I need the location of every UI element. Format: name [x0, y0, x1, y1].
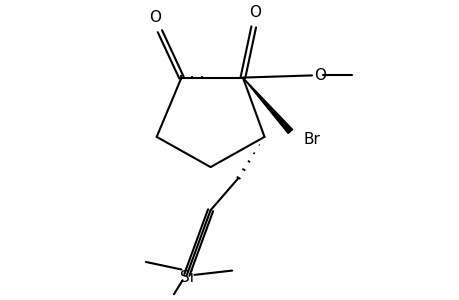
- Polygon shape: [242, 78, 292, 134]
- Text: O: O: [313, 68, 325, 83]
- Text: O: O: [248, 5, 260, 20]
- Text: O: O: [149, 10, 161, 25]
- Text: Si: Si: [179, 269, 193, 284]
- Text: Br: Br: [302, 131, 319, 146]
